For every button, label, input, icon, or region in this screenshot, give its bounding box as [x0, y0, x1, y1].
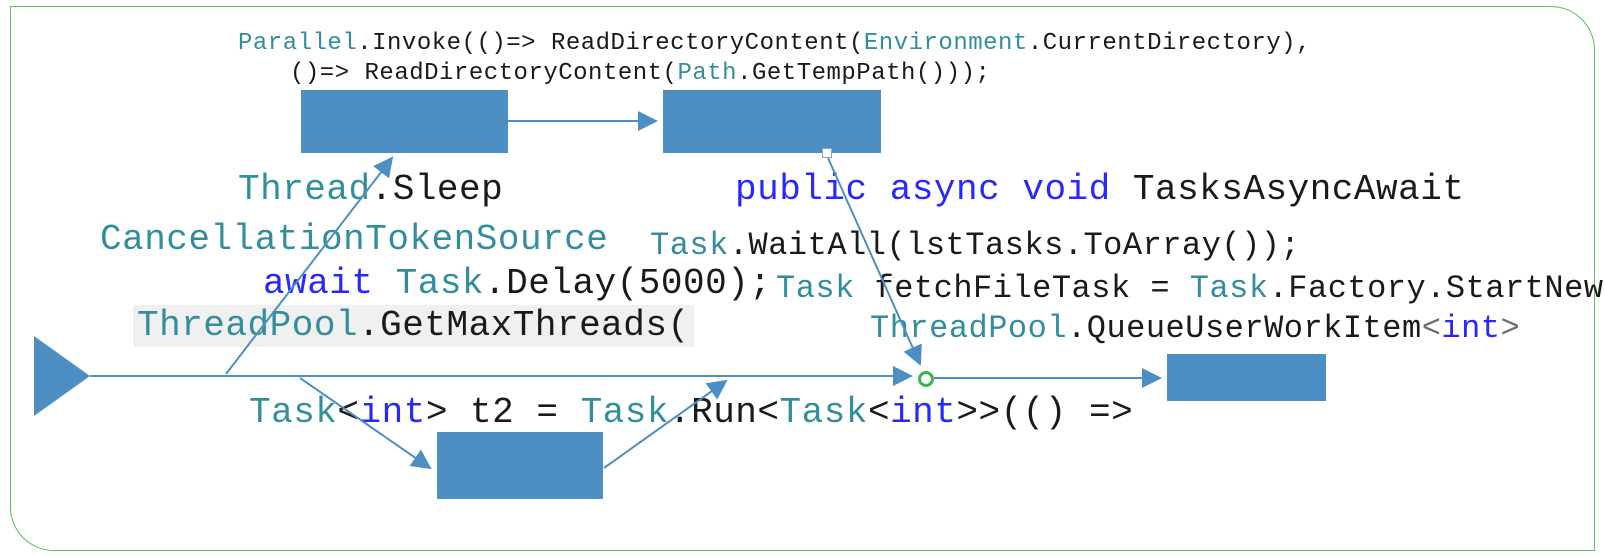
code-token: int — [890, 392, 956, 433]
code-token: Task — [650, 227, 729, 264]
code-token: Environment — [864, 30, 1028, 57]
code-token: Task — [776, 270, 855, 307]
code-token: int — [360, 392, 426, 433]
code-token: .Run< — [669, 392, 780, 433]
code-token: .GetTempPath())); — [737, 60, 990, 87]
code-token: Task — [1190, 270, 1269, 307]
code-token: ()=> ReadDirectoryContent( — [290, 60, 677, 87]
start-triangle-icon — [34, 336, 90, 416]
code-token: Task — [581, 392, 669, 433]
code-token: < — [337, 392, 359, 433]
flow-box-2 — [663, 90, 881, 153]
code-token: int — [1441, 310, 1500, 347]
code-queueWI: ThreadPool.QueueUserWorkItem<int> — [870, 310, 1520, 348]
code-token: Thread — [238, 169, 371, 210]
code-token: >>(() => — [956, 392, 1133, 433]
code-line1: Parallel.Invoke(()=> ReadDirectoryConten… — [238, 30, 1311, 58]
code-factory: Task fetchFileTask = Task.Factory.StartN… — [776, 270, 1605, 308]
code-token: .Invoke(()=> ReadDirectoryContent( — [357, 30, 864, 57]
code-token: > t2 = — [426, 392, 581, 433]
code-token: fetchFileTask = — [855, 270, 1190, 307]
code-token: < — [868, 392, 890, 433]
code-threadSleep: Thread.Sleep — [238, 169, 503, 211]
code-token: .Factory.StartNew(()=>{ — [1269, 270, 1605, 307]
code-token: public async void — [735, 169, 1133, 210]
code-token: CancellationTokenSource — [100, 219, 608, 260]
flow-box-3 — [437, 432, 603, 499]
code-token: Task — [780, 392, 868, 433]
code-threadpoolMax: ThreadPool.GetMaxThreads( — [133, 305, 694, 347]
code-token: < — [1422, 310, 1442, 347]
flow-box-4 — [1167, 354, 1326, 401]
code-token: TasksAsyncAwait — [1133, 169, 1465, 210]
code-cts: CancellationTokenSource — [100, 219, 608, 261]
code-token: ThreadPool — [870, 310, 1067, 347]
code-token: Path — [677, 60, 737, 87]
code-token: Task — [396, 263, 484, 304]
code-taskInt: Task<int> t2 = Task.Run<Task<int>>(() => — [249, 392, 1133, 434]
code-token: > — [1501, 310, 1521, 347]
code-token: .Delay(5000); — [484, 263, 771, 304]
code-token: .CurrentDirectory), — [1028, 30, 1311, 57]
code-token: ThreadPool — [137, 305, 358, 346]
code-asyncVoid: public async void TasksAsyncAwait — [735, 169, 1464, 211]
code-awaitDelay: await Task.Delay(5000); — [263, 263, 771, 305]
code-token: .WaitAll(lstTasks.ToArray()); — [729, 227, 1300, 264]
merge-node-icon — [918, 371, 934, 387]
code-token: Task — [249, 392, 337, 433]
code-token: await — [263, 263, 396, 304]
code-token: .Sleep — [371, 169, 504, 210]
code-token: .QueueUserWorkItem — [1067, 310, 1422, 347]
code-line2: ()=> ReadDirectoryContent(Path.GetTempPa… — [290, 60, 990, 88]
code-token: Parallel — [238, 30, 357, 57]
flow-box-1 — [301, 90, 508, 153]
code-token: .GetMaxThreads( — [358, 305, 690, 346]
code-waitAll: Task.WaitAll(lstTasks.ToArray()); — [650, 227, 1300, 265]
resize-handle-icon — [822, 148, 832, 158]
